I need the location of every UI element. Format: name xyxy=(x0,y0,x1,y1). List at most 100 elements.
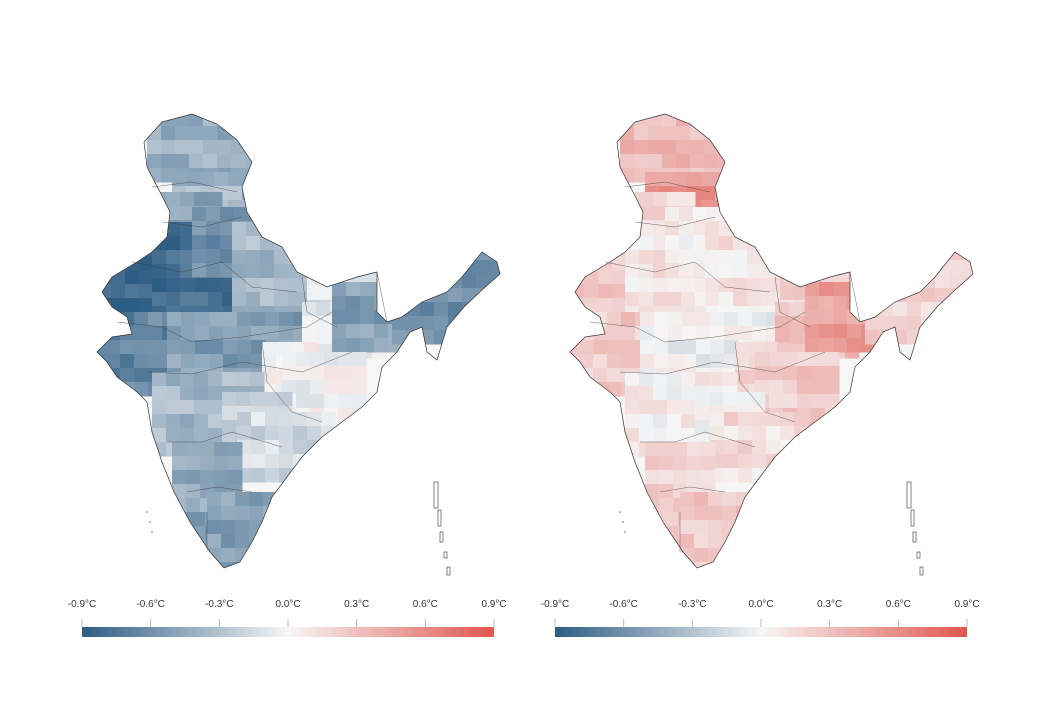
heatmap-cell xyxy=(607,312,622,327)
heatmap-cell xyxy=(307,468,322,483)
heatmap-cell xyxy=(346,324,361,339)
heatmap-cell xyxy=(738,454,753,469)
heatmap-cell xyxy=(172,442,187,457)
heatmap-cell xyxy=(406,316,421,331)
heatmap-cell xyxy=(330,250,345,265)
heatmap-cell xyxy=(321,440,336,455)
heatmap-cell xyxy=(907,260,922,275)
island xyxy=(433,481,439,509)
heatmap-cell xyxy=(111,284,126,299)
heatmap-cell xyxy=(476,302,491,317)
heatmap-cell xyxy=(761,236,776,251)
heatmap-cell xyxy=(736,548,751,563)
heatmap-cell xyxy=(639,400,654,415)
heatmap-cell xyxy=(847,338,862,353)
heatmap-cell xyxy=(639,236,654,251)
heatmap-cell xyxy=(97,368,107,383)
heatmap-cell xyxy=(825,352,840,367)
heatmap-cell xyxy=(206,263,221,278)
heatmap-cell xyxy=(134,340,149,355)
heatmap-cell xyxy=(681,386,696,401)
heatmap-cell xyxy=(794,440,809,455)
heatmap-cell xyxy=(97,326,112,341)
heatmap-cell xyxy=(668,326,683,341)
heatmap-cell xyxy=(166,400,181,415)
heatmap-cell xyxy=(949,232,964,247)
state-border xyxy=(146,351,353,375)
lakshadweep-island xyxy=(151,531,153,533)
heatmap-cell xyxy=(679,221,694,236)
heatmap-cell xyxy=(659,442,674,457)
heatmap-cell xyxy=(194,192,209,207)
heatmap-cell xyxy=(625,222,640,237)
heatmap-cell xyxy=(346,282,361,297)
heatmap-cell xyxy=(221,562,236,568)
heatmap-cell xyxy=(907,232,922,247)
heatmap-cell xyxy=(420,288,435,303)
heatmap-cell xyxy=(237,340,252,355)
heatmap-cell xyxy=(819,282,834,297)
heatmap-cell xyxy=(645,498,660,513)
heatmap-cell xyxy=(865,260,880,275)
heatmap-cell xyxy=(208,292,223,307)
state-border xyxy=(151,181,238,193)
heatmap-cell xyxy=(705,222,720,237)
heatmap-cell xyxy=(321,454,336,469)
heatmap-cell xyxy=(710,340,725,355)
heatmap-cell xyxy=(719,250,734,265)
heatmap-cell xyxy=(724,412,739,427)
heatmap-cell xyxy=(654,312,669,327)
heatmap-cell xyxy=(676,140,691,155)
heatmap-cell xyxy=(223,326,238,341)
heatmap-cell xyxy=(448,288,463,303)
heatmap-cell xyxy=(217,140,232,155)
heatmap-cell xyxy=(152,372,167,387)
heatmap-cell xyxy=(719,236,734,251)
state-border xyxy=(849,271,861,323)
heatmap-cell xyxy=(667,428,682,443)
heatmap-cell xyxy=(907,316,922,331)
heatmap-cell xyxy=(200,442,215,457)
heatmap-cell xyxy=(921,302,936,317)
heatmap-cell xyxy=(316,302,331,317)
heatmap-cell xyxy=(593,354,608,369)
heatmap-cell xyxy=(106,340,121,355)
heatmap-cell xyxy=(232,292,247,307)
heatmap-cell xyxy=(584,256,599,271)
heatmap-cell xyxy=(625,236,640,251)
heatmap-cell xyxy=(490,246,500,261)
heatmap-cell xyxy=(607,368,622,383)
heatmap-cell xyxy=(316,236,331,251)
heatmap-cell xyxy=(97,312,107,327)
heatmap-cell xyxy=(392,260,407,275)
heatmap-cell xyxy=(695,420,710,435)
heatmap-cell xyxy=(865,274,880,289)
heatmap-cell xyxy=(167,354,182,369)
heatmap-cell xyxy=(177,540,192,555)
heatmap-cell xyxy=(147,114,162,127)
heatmap-cell xyxy=(172,456,187,471)
heatmap-cell xyxy=(805,282,820,297)
heatmap-cell xyxy=(811,394,826,409)
heatmap-cell xyxy=(694,562,709,568)
heatmap-cell xyxy=(203,154,218,169)
heatmap-cell xyxy=(659,498,674,513)
heatmap-cell xyxy=(664,512,679,527)
heatmap-cell xyxy=(360,338,375,353)
heatmap-cell xyxy=(662,126,677,141)
heatmap-cell xyxy=(634,168,649,183)
heatmap-cell xyxy=(180,278,195,293)
heatmap-cell xyxy=(803,236,818,251)
heatmap-cell xyxy=(687,456,702,471)
heatmap-cell xyxy=(620,140,635,155)
heatmap-cell xyxy=(705,236,720,251)
heatmap-cell xyxy=(805,338,820,353)
heatmap-cell xyxy=(360,282,375,297)
heatmap-cell xyxy=(789,222,804,237)
heatmap-cell xyxy=(242,172,257,187)
heatmap-cell xyxy=(139,270,154,285)
heatmap-cell xyxy=(310,380,325,395)
heatmap-cell xyxy=(186,172,201,187)
heatmap-cell xyxy=(352,352,367,367)
heatmap-cell xyxy=(434,232,449,247)
